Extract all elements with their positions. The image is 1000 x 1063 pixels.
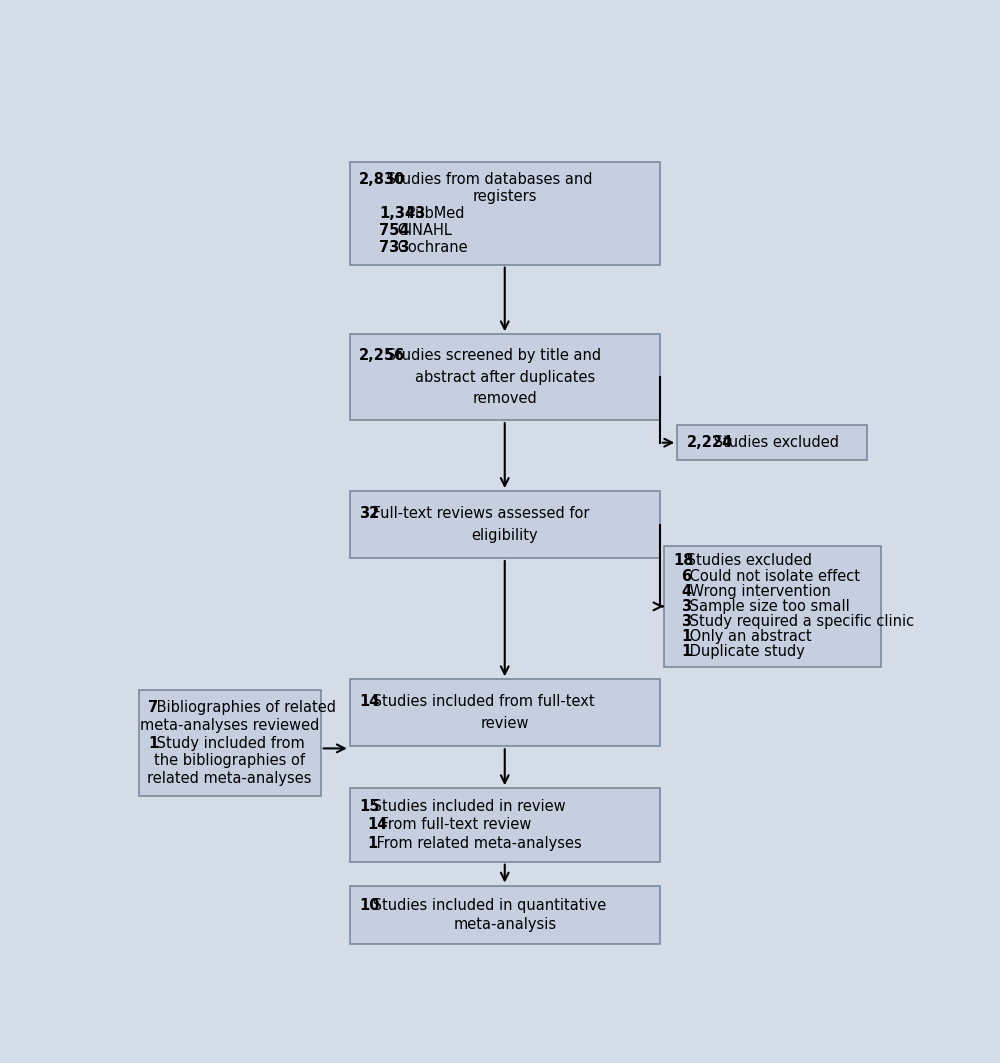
FancyBboxPatch shape bbox=[664, 545, 881, 667]
Text: 2,256: 2,256 bbox=[359, 349, 405, 364]
Text: Studies screened by title and: Studies screened by title and bbox=[382, 349, 601, 364]
Text: Cochrane: Cochrane bbox=[393, 240, 467, 255]
Text: Studies included from full-text: Studies included from full-text bbox=[368, 694, 595, 709]
Text: Bibliographies of related: Bibliographies of related bbox=[152, 701, 336, 715]
Text: Studies included in quantitative: Studies included in quantitative bbox=[368, 897, 606, 913]
Text: Sample size too small: Sample size too small bbox=[685, 598, 850, 614]
Text: 1,343: 1,343 bbox=[379, 206, 425, 221]
FancyBboxPatch shape bbox=[677, 425, 867, 460]
Text: Study required a specific clinic: Study required a specific clinic bbox=[685, 614, 915, 629]
Text: meta-analysis: meta-analysis bbox=[453, 917, 556, 932]
Text: 754: 754 bbox=[379, 223, 410, 238]
Text: Studies excluded: Studies excluded bbox=[709, 435, 839, 451]
Text: Only an abstract: Only an abstract bbox=[685, 629, 812, 644]
FancyBboxPatch shape bbox=[350, 491, 660, 558]
FancyBboxPatch shape bbox=[139, 690, 321, 796]
FancyBboxPatch shape bbox=[350, 788, 660, 862]
Text: 4: 4 bbox=[681, 584, 691, 598]
Text: 14: 14 bbox=[367, 817, 387, 832]
Text: related meta-analyses: related meta-analyses bbox=[147, 771, 312, 786]
Text: eligibility: eligibility bbox=[471, 528, 538, 543]
Text: 1: 1 bbox=[681, 644, 691, 659]
Text: review: review bbox=[480, 716, 529, 731]
Text: removed: removed bbox=[472, 391, 537, 406]
FancyBboxPatch shape bbox=[350, 334, 660, 420]
Text: Studies excluded: Studies excluded bbox=[682, 554, 812, 569]
Text: 15: 15 bbox=[359, 799, 380, 814]
Text: From full-text review: From full-text review bbox=[376, 817, 531, 832]
Text: 733: 733 bbox=[379, 240, 410, 255]
Text: 1: 1 bbox=[367, 836, 377, 850]
Text: CINAHL: CINAHL bbox=[393, 223, 452, 238]
Text: From related meta-analyses: From related meta-analyses bbox=[372, 836, 581, 850]
Text: 1: 1 bbox=[681, 629, 691, 644]
Text: 3: 3 bbox=[681, 598, 691, 614]
Text: registers: registers bbox=[473, 189, 537, 204]
Text: Studies from databases and: Studies from databases and bbox=[382, 172, 592, 187]
Text: 32: 32 bbox=[359, 506, 379, 521]
Text: 2,224: 2,224 bbox=[686, 435, 733, 451]
Text: 6: 6 bbox=[681, 569, 691, 584]
Text: 18: 18 bbox=[673, 554, 693, 569]
Text: 10: 10 bbox=[359, 897, 380, 913]
Text: Duplicate study: Duplicate study bbox=[685, 644, 805, 659]
FancyBboxPatch shape bbox=[350, 679, 660, 746]
Text: 2,830: 2,830 bbox=[359, 172, 405, 187]
Text: Could not isolate effect: Could not isolate effect bbox=[685, 569, 860, 584]
Text: meta-analyses reviewed: meta-analyses reviewed bbox=[140, 718, 319, 732]
FancyBboxPatch shape bbox=[350, 163, 660, 265]
Text: Full-text reviews assessed for: Full-text reviews assessed for bbox=[368, 506, 590, 521]
Text: Studies included in review: Studies included in review bbox=[368, 799, 566, 814]
Text: 1: 1 bbox=[148, 736, 158, 750]
Text: the bibliographies of: the bibliographies of bbox=[154, 754, 305, 769]
Text: 3: 3 bbox=[681, 614, 691, 629]
Text: Study included from: Study included from bbox=[152, 736, 305, 750]
Text: Wrong intervention: Wrong intervention bbox=[685, 584, 831, 598]
Text: 7: 7 bbox=[148, 701, 158, 715]
Text: 14: 14 bbox=[359, 694, 379, 709]
Text: abstract after duplicates: abstract after duplicates bbox=[415, 370, 595, 385]
FancyBboxPatch shape bbox=[350, 885, 660, 944]
Text: PubMed: PubMed bbox=[402, 206, 464, 221]
